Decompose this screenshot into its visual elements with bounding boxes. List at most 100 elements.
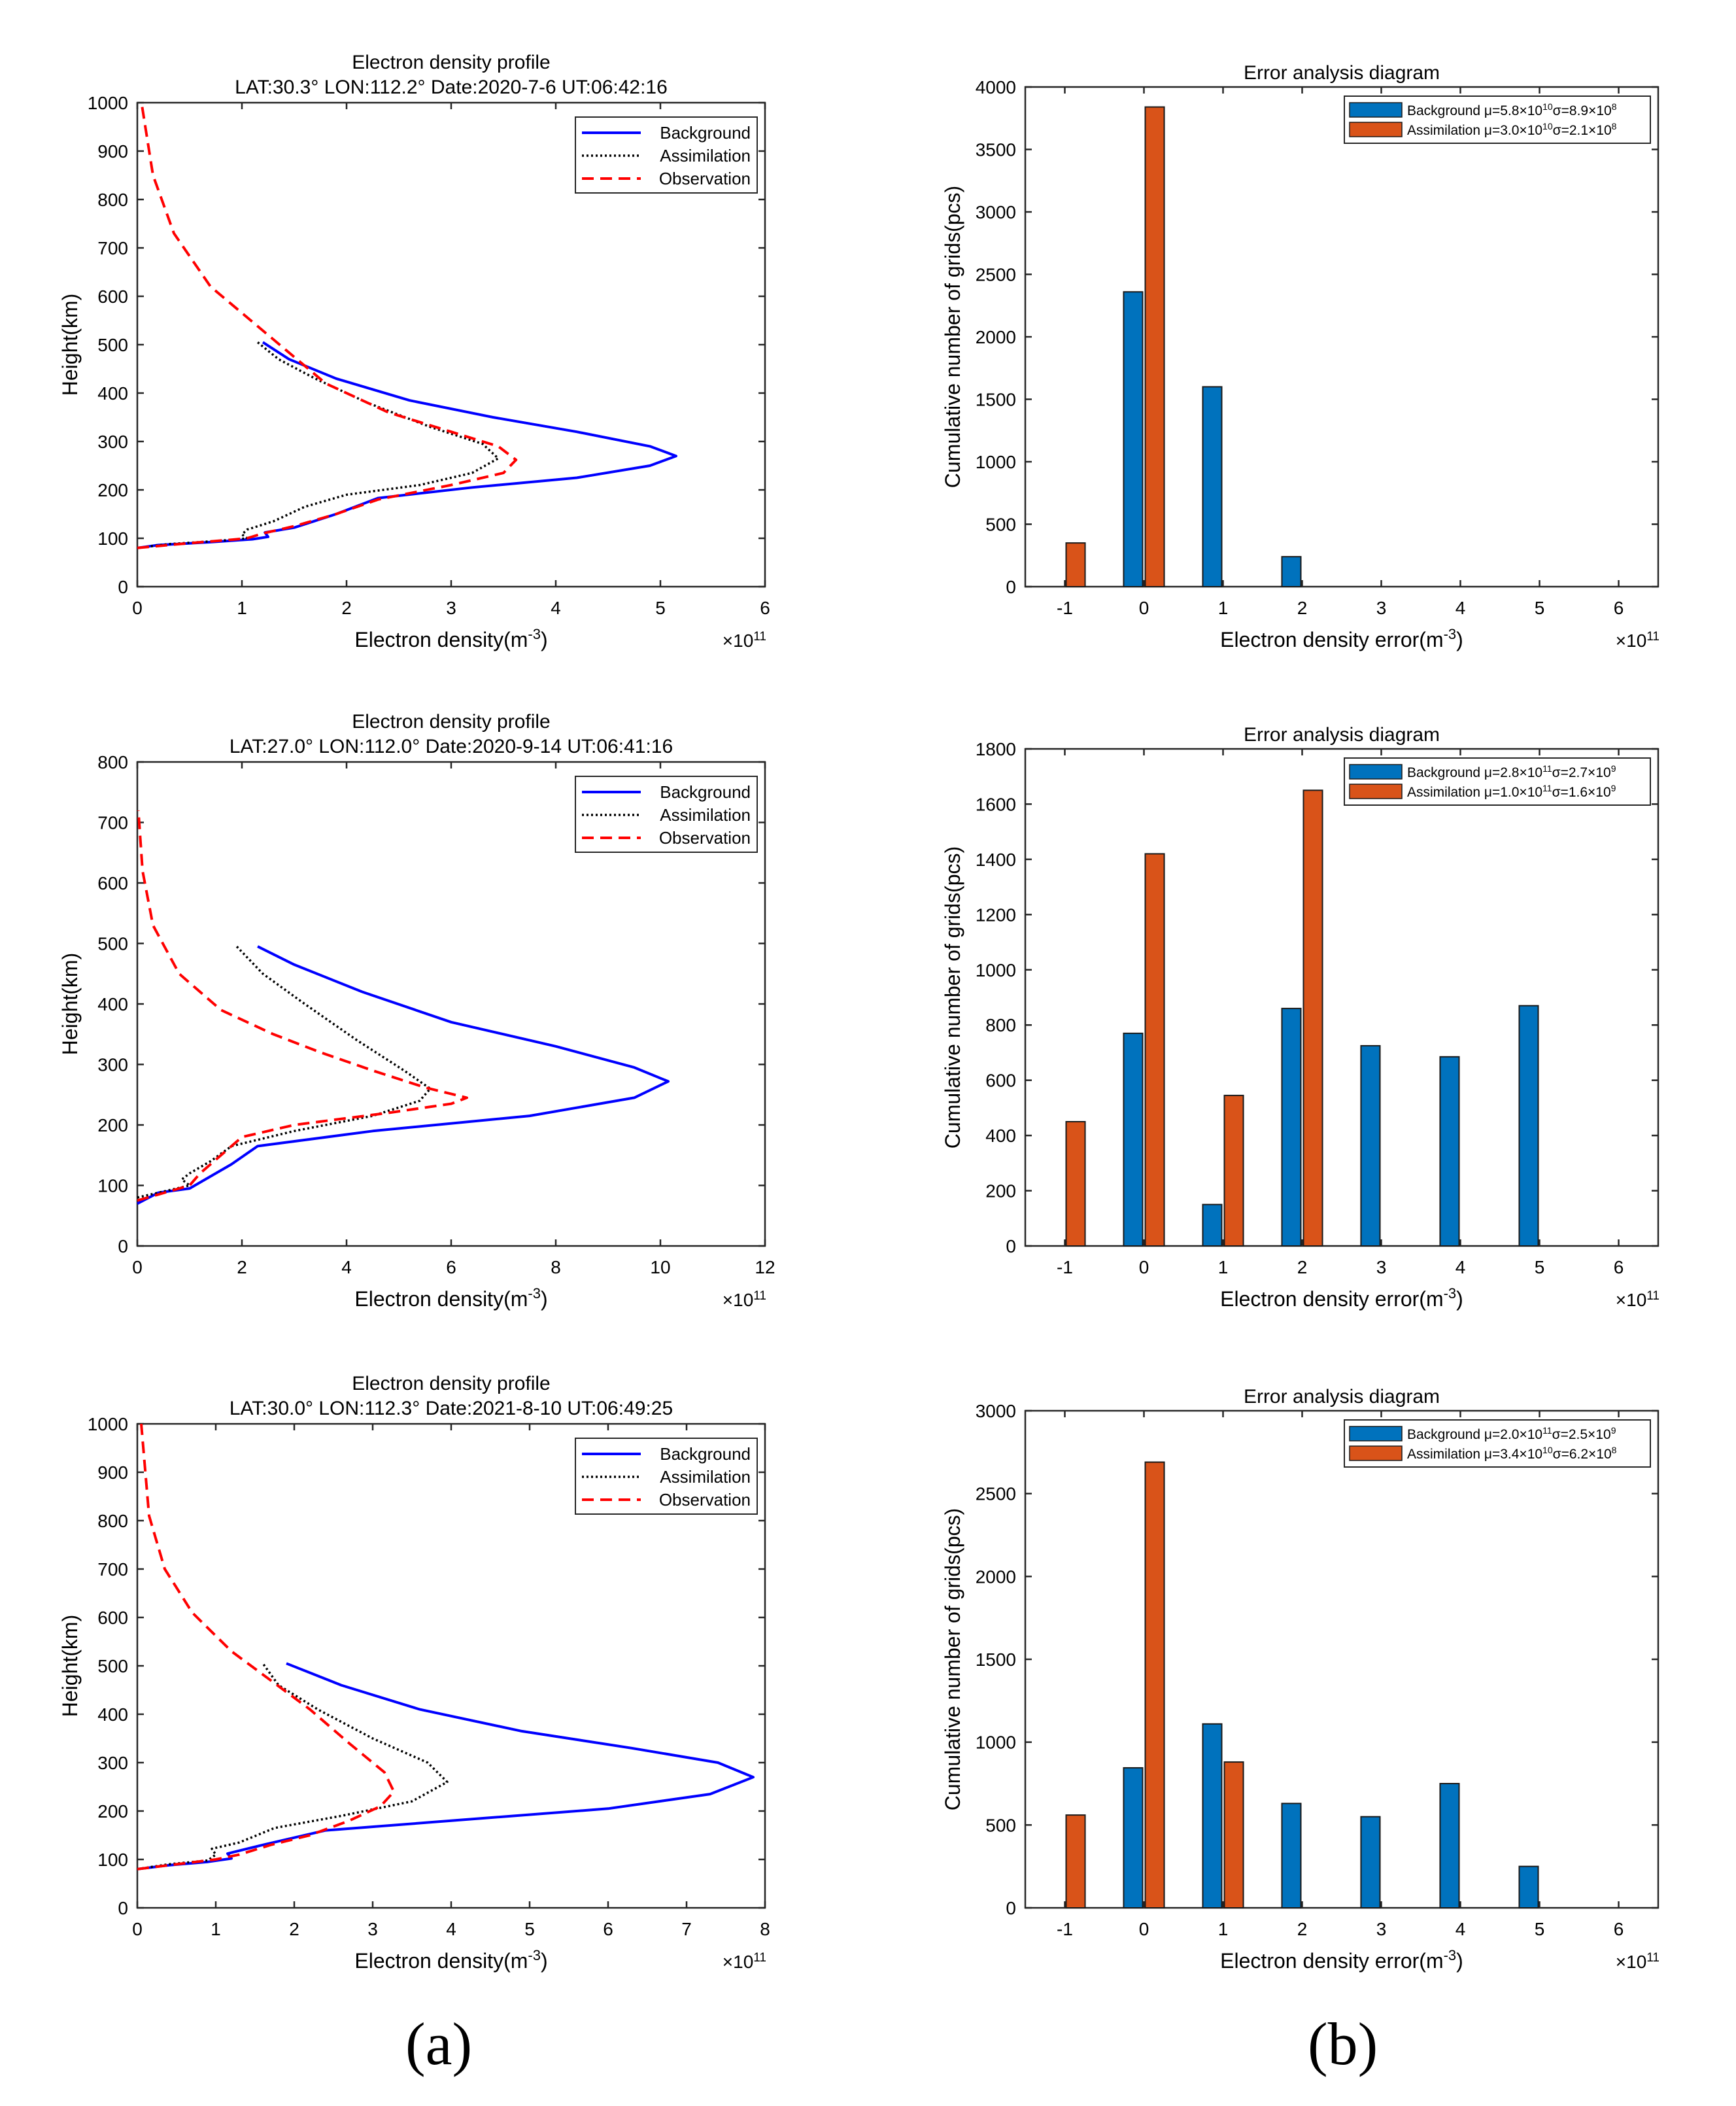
profile3-ytick-label-part: 1000 xyxy=(88,1414,128,1434)
profile1-ytick-label: 300 xyxy=(97,432,128,452)
panel-label-a: (a) xyxy=(405,2011,473,2077)
profile1-ytick-label: 400 xyxy=(97,383,128,404)
profile3-x-exponent-part: 11 xyxy=(753,1951,766,1965)
hist3-ytick-label-part: 1000 xyxy=(976,1733,1016,1753)
profile1-legend-label-observation: Observation xyxy=(659,169,751,188)
profile2-ytick-label-part: 800 xyxy=(97,752,128,772)
profile1-subtitle: LAT:30.3° LON:112.2° Date:2020-7-6 UT:06… xyxy=(235,77,668,98)
hist2-x-exponent: ×1011 xyxy=(1616,1289,1659,1311)
profile2-ytick-label: 400 xyxy=(97,994,128,1014)
hist1-xtick-label-part: 3 xyxy=(1376,598,1387,618)
hist2-legend-swatch-background xyxy=(1349,764,1403,780)
profile1-ytick-label: 700 xyxy=(97,238,128,258)
hist1-ytick-label: 0 xyxy=(1006,577,1016,597)
profile3-xtick-label-part: 5 xyxy=(524,1919,535,1939)
profile3-ytick-label: 200 xyxy=(97,1801,128,1821)
profile3-xtick-label-part: 7 xyxy=(681,1919,692,1939)
hist3-bar-background xyxy=(1518,1865,1539,1909)
profile3-xlabel: Electron density(m-3) xyxy=(354,1947,547,1973)
profile2-xtick-label-part: 4 xyxy=(341,1257,352,1277)
profile1-series-observation xyxy=(137,102,518,549)
profile3-xtick-label: 6 xyxy=(603,1919,613,1939)
profile2-ytick-label: 300 xyxy=(97,1055,128,1075)
panel-label-b: (b) xyxy=(1308,2011,1378,2077)
hist1-legend-label-assimilation-part: Assimilation μ=3.0×10 xyxy=(1407,123,1542,138)
profile1-xtick-label: 3 xyxy=(446,598,456,618)
profile3-xlabel-part: Electron density(m xyxy=(354,1949,528,1973)
hist2-bar-assimilation xyxy=(1065,1121,1086,1247)
profile3-xtick-label: 2 xyxy=(289,1919,299,1939)
profile2-xlabel-part: ) xyxy=(541,1287,548,1311)
hist2-bar-background xyxy=(1202,1203,1223,1247)
hist1-ytick-label: 4000 xyxy=(976,77,1016,97)
hist1-ytick-label-part: 3500 xyxy=(976,140,1016,160)
profile2-xtick-label: 6 xyxy=(446,1257,456,1277)
hist2-x-exponent-part: 11 xyxy=(1646,1289,1659,1303)
hist1-title-part: Error analysis diagram xyxy=(1244,62,1440,84)
hist3-ylabel: Cumulative number of grids(pcs) xyxy=(941,1508,964,1810)
hist1-xtick-label: 5 xyxy=(1535,598,1545,618)
profile1-ylabel-part: Height(km) xyxy=(58,294,82,396)
profile3-ytick-label: 400 xyxy=(97,1704,128,1725)
profile3-ytick-label-part: 700 xyxy=(97,1559,128,1580)
hist2-bar-background xyxy=(1518,1005,1539,1247)
profile1-xlabel: Electron density(m-3) xyxy=(354,626,547,652)
hist3-ytick-label-part: 1500 xyxy=(976,1649,1016,1670)
hist1-x-exponent: ×1011 xyxy=(1616,630,1659,651)
profile1-xtick-label-part: 4 xyxy=(551,598,561,618)
profile2-ytick-label-part: 600 xyxy=(97,873,128,893)
hist1-legend-swatch-assimilation xyxy=(1349,122,1403,137)
hist1-legend-label-assimilation-part: 10 xyxy=(1542,121,1553,131)
hist1-bar-background xyxy=(1281,556,1302,587)
profile2-title: Electron density profile xyxy=(352,711,551,733)
profile1-xtick-label: 2 xyxy=(341,598,352,618)
profile2-xtick-label-part: 8 xyxy=(551,1257,561,1277)
profile3-xtick-label-part: 4 xyxy=(446,1919,456,1939)
profile1-xtick-label: 1 xyxy=(237,598,247,618)
hist1-xtick-label: 2 xyxy=(1297,598,1308,618)
hist2-bar-background xyxy=(1360,1044,1381,1247)
profile2-series-background xyxy=(137,945,670,1205)
profile1-ytick-label-part: 900 xyxy=(97,141,128,162)
profile2-legend-label-assimilation-part: Assimilation xyxy=(660,805,751,825)
profile2-title-part: Electron density profile xyxy=(352,711,551,733)
hist3-legend-label-background: Background μ=2.0×1011σ=2.5×109 xyxy=(1407,1425,1616,1442)
hist3-legend-label-assimilation: Assimilation μ=3.4×1010σ=6.2×108 xyxy=(1407,1445,1617,1462)
profile3-xtick-label: 0 xyxy=(132,1919,143,1939)
hist3-ylabel-part: Cumulative number of grids(pcs) xyxy=(941,1508,964,1810)
profile3-ylabel-part: Height(km) xyxy=(58,1615,82,1717)
hist3-xtick-label: 6 xyxy=(1614,1919,1624,1939)
hist3-xlabel-part: ) xyxy=(1456,1949,1463,1973)
hist3-bar-assimilation xyxy=(1065,1814,1086,1908)
hist2-title: Error analysis diagram xyxy=(1244,724,1440,746)
profile2-ytick-label-part: 400 xyxy=(97,994,128,1014)
profile3-ytick-label: 900 xyxy=(97,1462,128,1483)
profile1-legend-label-background: Background xyxy=(660,123,751,143)
hist2-ytick-label-part: 1400 xyxy=(976,850,1016,870)
hist2-ytick-label: 200 xyxy=(985,1181,1016,1201)
profile1-xlabel-part: ) xyxy=(541,628,548,651)
hist3-ytick-label-part: 3000 xyxy=(976,1401,1016,1421)
hist3-xtick-label: 2 xyxy=(1297,1919,1308,1939)
profile2-legend-label-background: Background xyxy=(660,782,751,802)
profile1-ytick-label: 900 xyxy=(97,141,128,162)
hist3-ytick-label: 0 xyxy=(1006,1898,1016,1918)
hist1-xtick-label-part: 2 xyxy=(1297,598,1308,618)
profile2-xlabel-part: -3 xyxy=(528,1285,541,1302)
hist2-legend-label-background-part: σ=2.7×10 xyxy=(1552,765,1611,780)
profile1-series-assimilation xyxy=(137,341,500,549)
hist2-legend-label-background-part: 9 xyxy=(1611,763,1616,774)
profile2-ytick-label-part: 700 xyxy=(97,813,128,833)
profile2-ytick-label: 500 xyxy=(97,934,128,954)
profile3-title-part: Electron density profile xyxy=(352,1373,551,1394)
profile1-xtick-label-part: 3 xyxy=(446,598,456,618)
profile1-ytick-label: 600 xyxy=(97,286,128,307)
profile3-xlabel-part: ) xyxy=(541,1949,548,1973)
hist3-bar-background xyxy=(1123,1767,1144,1909)
profile2-x-exponent-part: ×10 xyxy=(723,1290,754,1310)
hist1-ytick-label: 3500 xyxy=(976,140,1016,160)
hist2-ytick-label: 1200 xyxy=(976,905,1016,925)
profile1-xlabel-part: Electron density(m xyxy=(354,628,528,651)
hist3-xtick-label: 1 xyxy=(1218,1919,1229,1939)
profile2-xtick-label-part: 0 xyxy=(132,1257,143,1277)
